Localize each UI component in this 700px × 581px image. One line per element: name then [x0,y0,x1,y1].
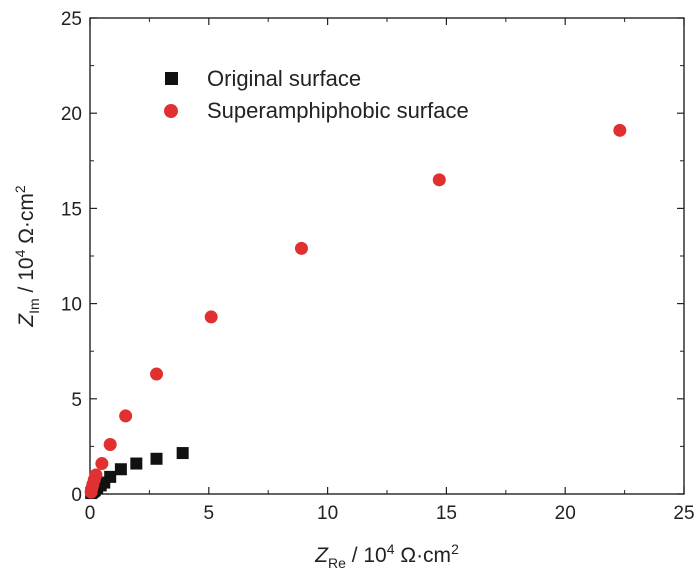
data-points [84,123,627,500]
y-axis-power: 4 [12,249,28,257]
data-point-series-0 [150,452,163,465]
x-axis-power: 4 [387,541,395,557]
y-axis-symbol: Z [15,313,38,328]
data-point-series-1 [613,123,627,137]
legend-marker-superamphiphobic [164,104,178,118]
plot-frame [89,17,685,495]
y-axis-unit-power: 2 [12,185,28,193]
y-axis-middle: / 10 [15,257,38,298]
x-tick-label: 0 [85,503,96,524]
data-point-series-1 [150,367,164,381]
x-axis-title: ZRe / 104 Ω·cm2 [314,541,459,571]
data-point-series-0 [114,463,127,476]
y-tick-label: 0 [71,485,82,506]
legend: Original surface Superamphiphobic surfac… [164,66,469,123]
x-axis-symbol: Z [314,544,329,567]
x-tick-label: 25 [673,503,694,524]
axis-ticks: 0 5 10 15 20 25 0 5 10 15 20 25 [61,9,695,524]
y-axis-title: ZIm / 104 Ω·cm2 [12,185,42,328]
data-point-series-1 [204,310,218,324]
y-tick-label: 25 [61,9,82,30]
y-tick-label: 5 [71,390,82,411]
x-axis-subscript: Re [328,555,346,571]
x-axis-middle: / 10 [346,544,387,567]
data-point-series-1 [103,437,117,451]
data-point-series-1 [294,241,308,255]
data-point-series-1 [119,409,133,423]
x-tick-label: 15 [436,503,457,524]
data-point-series-1 [89,468,103,482]
data-point-series-0 [176,447,189,460]
x-axis-unit-power: 2 [451,541,459,557]
x-tick-label: 20 [555,503,576,524]
y-axis-subscript: Im [26,298,42,314]
data-point-series-0 [130,457,143,470]
legend-label-superamphiphobic: Superamphiphobic surface [207,98,469,123]
data-point-series-1 [95,457,109,471]
y-axis-unit: Ω·cm [15,193,38,250]
x-tick-label: 5 [204,503,215,524]
legend-marker-original [165,72,178,85]
y-tick-label: 10 [61,295,82,316]
x-axis-unit: Ω·cm [395,544,452,567]
legend-label-original: Original surface [207,66,361,91]
x-tick-label: 10 [317,503,338,524]
data-point-series-0 [104,470,117,483]
data-point-series-1 [432,173,446,187]
y-tick-label: 15 [61,199,82,220]
y-tick-label: 20 [61,104,82,125]
